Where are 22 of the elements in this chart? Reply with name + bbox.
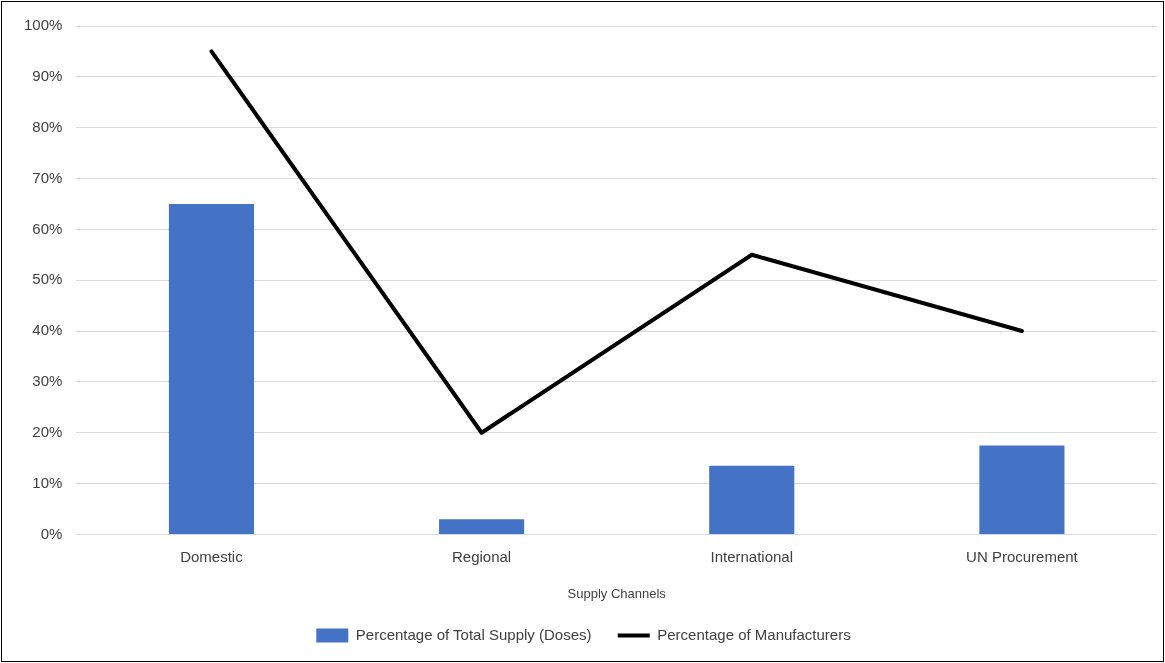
bar <box>709 465 795 534</box>
x-tick-label: Regional <box>451 547 512 565</box>
y-tick-label: 90% <box>32 66 63 84</box>
legend-label: Percentage of Total Supply (Doses) <box>355 625 592 643</box>
x-tick-label: UN Procurement <box>966 547 1079 565</box>
y-tick-label: 20% <box>32 422 63 440</box>
bar <box>439 519 525 534</box>
y-tick-label: 70% <box>32 168 63 186</box>
bar <box>979 445 1065 534</box>
y-tick-label: 80% <box>32 117 63 135</box>
x-tick-label: Domestic <box>180 547 244 565</box>
x-axis-title: Supply Channels <box>567 585 667 601</box>
bar <box>168 203 254 534</box>
legend-label: Percentage of Manufacturers <box>657 625 851 643</box>
y-tick-label: 40% <box>32 321 63 339</box>
y-tick-label: 100% <box>23 16 63 34</box>
y-tick-label: 50% <box>32 270 63 288</box>
y-tick-label: 60% <box>32 219 63 237</box>
y-tick-label: 30% <box>32 372 63 390</box>
y-tick-label: 0% <box>40 524 63 542</box>
y-tick-label: 10% <box>32 473 63 491</box>
x-tick-label: International <box>710 547 794 565</box>
